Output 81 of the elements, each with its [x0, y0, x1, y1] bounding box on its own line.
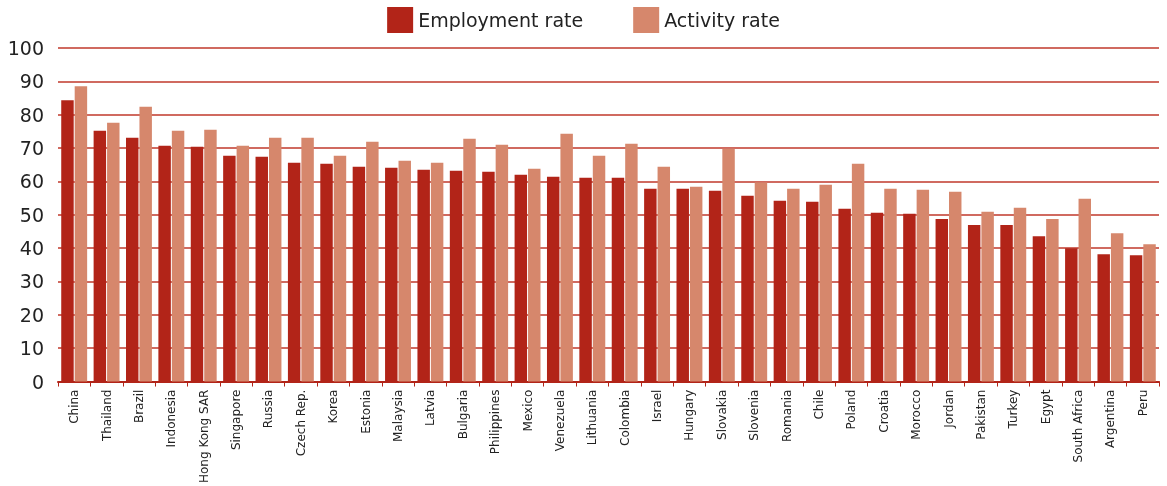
x-tick-label: Russia	[261, 389, 276, 429]
bar	[949, 191, 962, 382]
x-tick-label: Lithuania	[585, 389, 600, 446]
x-tick-label: Hungary	[682, 389, 697, 441]
x-tick-label: Colombia	[617, 389, 632, 446]
x-tick-label: Singapore	[229, 389, 244, 451]
x-tick-label: Turkey	[1006, 389, 1021, 430]
y-tick-label: 0	[31, 370, 44, 393]
bar	[560, 133, 573, 382]
x-tick-label: Pakistan	[973, 389, 988, 440]
x-tick-label: Poland	[844, 389, 859, 430]
y-tick-label: 90	[19, 70, 44, 93]
bar	[301, 137, 314, 382]
bar	[1078, 198, 1091, 382]
y-tick-label: 30	[19, 270, 44, 293]
bar	[107, 122, 120, 382]
bar	[689, 186, 703, 382]
bar	[528, 168, 541, 382]
bar	[787, 188, 800, 382]
x-tick-label: Bulgaria	[455, 389, 470, 440]
y-tick-label: 10	[19, 337, 44, 360]
y-tick-label: 80	[19, 103, 44, 126]
bar	[463, 138, 476, 382]
bar	[625, 143, 638, 382]
bar	[1143, 244, 1156, 382]
bar	[657, 166, 671, 382]
x-tick-label: Czech Rep.	[293, 389, 308, 457]
bar	[1013, 207, 1027, 382]
bar	[139, 106, 152, 382]
x-tick-label: Slovenia	[747, 389, 762, 441]
x-tick-label: Thailand	[99, 389, 114, 443]
x-tick-label: Slovakia	[714, 389, 729, 440]
y-tick-label: 60	[19, 170, 44, 193]
bar	[722, 148, 735, 382]
legend-label: Activity rate	[664, 9, 780, 31]
x-tick-label: Venezuela	[552, 389, 567, 452]
x-tick-label: Egypt	[1038, 389, 1053, 425]
y-tick-label: 70	[19, 137, 44, 160]
bar	[398, 160, 411, 382]
x-tick-label: Estonia	[358, 389, 373, 434]
x-tick-label: Korea	[326, 389, 341, 424]
x-tick-label: Romania	[779, 389, 794, 443]
bar	[819, 184, 832, 382]
bar	[916, 189, 930, 382]
x-tick-label: South Africa	[1071, 389, 1086, 463]
bar	[236, 145, 250, 382]
x-tick-label: Malaysia	[391, 389, 406, 442]
bar	[981, 211, 994, 382]
x-tick-label: Brazil	[131, 389, 146, 424]
bar	[268, 137, 282, 382]
bar	[366, 141, 379, 382]
legend-label: Employment rate	[418, 9, 584, 31]
y-tick-label: 20	[19, 303, 44, 326]
x-tick-label: Israel	[650, 389, 665, 423]
x-tick-label: Chile	[811, 389, 826, 420]
bar	[495, 144, 509, 382]
bar	[1110, 233, 1124, 382]
x-tick-label: Peru	[1135, 389, 1150, 417]
x-tick-label: Jordan	[941, 389, 956, 429]
x-tick-label: Croatia	[876, 389, 891, 433]
y-tick-label: 100	[7, 37, 44, 59]
x-tick-label: Morocco	[909, 389, 924, 440]
x-tick-label: Latvia	[423, 389, 438, 427]
x-tick-label: Argentina	[1103, 389, 1118, 449]
bar	[171, 130, 185, 382]
x-tick-label: Indonesia	[164, 389, 179, 448]
bar	[333, 155, 347, 382]
bar	[851, 163, 865, 382]
x-tick-label: Hong Kong SAR	[196, 389, 211, 484]
y-tick-label: 50	[19, 203, 44, 226]
x-tick-label: China	[67, 389, 82, 424]
bar	[74, 86, 88, 382]
x-tick-label: Mexico	[520, 389, 535, 432]
bar	[754, 182, 768, 382]
x-tick-label: Philippines	[488, 389, 503, 455]
bar	[430, 162, 444, 382]
bar	[884, 188, 897, 382]
bar	[204, 129, 217, 382]
y-tick-label: 40	[19, 237, 44, 260]
bar	[592, 155, 606, 382]
bar	[1046, 219, 1059, 382]
